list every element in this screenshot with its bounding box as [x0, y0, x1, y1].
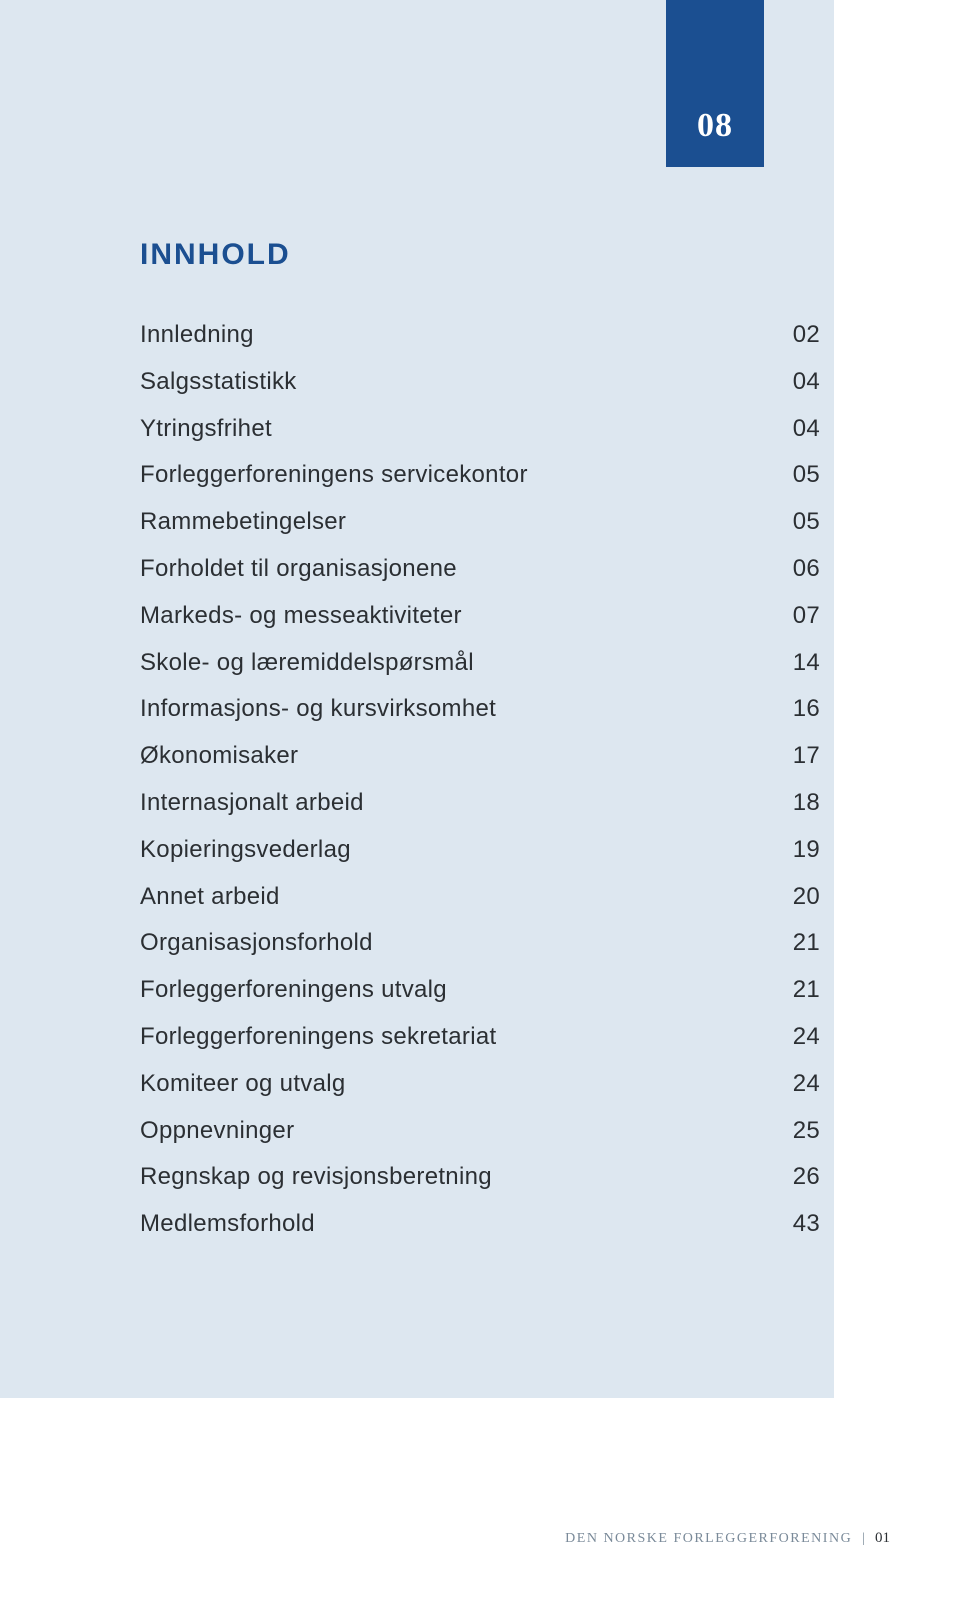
toc-entry-page: 07	[780, 593, 820, 640]
toc-entry-page: 24	[780, 1061, 820, 1108]
toc-row: Forleggerforeningens servicekontor 05	[140, 452, 820, 499]
toc-entry-page: 14	[780, 640, 820, 687]
toc-entry-page: 24	[780, 1014, 820, 1061]
toc-row: Annet arbeid 20	[140, 874, 820, 921]
toc-entry-page: 19	[780, 827, 820, 874]
toc-row: Innledning 02	[140, 312, 820, 359]
toc-entry-label: Informasjons- og kursvirksomhet	[140, 686, 496, 733]
toc-entry-label: Annet arbeid	[140, 874, 280, 921]
toc-entry-label: Salgsstatistikk	[140, 359, 297, 406]
toc-entry-page: 25	[780, 1108, 820, 1155]
toc-entry-page: 17	[780, 733, 820, 780]
toc-row: Skole- og læremiddelspørsmål 14	[140, 640, 820, 687]
toc-entry-label: Regnskap og revisjonsberetning	[140, 1154, 492, 1201]
toc-row: Rammebetingelser 05	[140, 499, 820, 546]
toc-row: Forleggerforeningens utvalg 21	[140, 967, 820, 1014]
toc-row: Forholdet til organisasjonene 06	[140, 546, 820, 593]
toc-row: Informasjons- og kursvirksomhet 16	[140, 686, 820, 733]
toc-entry-page: 05	[780, 452, 820, 499]
toc-entry-page: 02	[780, 312, 820, 359]
toc-row: Regnskap og revisjonsberetning 26	[140, 1154, 820, 1201]
tab-number: 08	[697, 107, 733, 145]
toc-entry-page: 43	[780, 1201, 820, 1248]
page-tab: 08	[666, 0, 764, 167]
footer-org-name: DEN NORSKE FORLEGGERFORENING	[565, 1531, 852, 1547]
toc-entry-page: 20	[780, 874, 820, 921]
toc-entry-label: Kopieringsvederlag	[140, 827, 351, 874]
toc-container: INNHOLD Innledning02Salgsstatistikk04Ytr…	[140, 238, 820, 1248]
toc-entry-page: 21	[780, 920, 820, 967]
toc-entry-label: Organisasjonsforhold	[140, 920, 373, 967]
toc-entry-label: Ytringsfrihet	[140, 406, 272, 453]
toc-entry-page: 21	[780, 967, 820, 1014]
page: 08 INNHOLD Innledning 02 Salgsstatistikk 04…	[0, 0, 960, 1609]
toc-entry-label: Forleggerforeningens utvalg	[140, 967, 447, 1014]
toc-row: Salgsstatistikk 04	[140, 359, 820, 406]
toc-row: Internasjonalt arbeid 18	[140, 780, 820, 827]
toc-row: Kopieringsvederlag 19	[140, 827, 820, 874]
toc-entry-page: 18	[780, 780, 820, 827]
toc-entry-label: Internasjonalt arbeid	[140, 780, 364, 827]
toc-entry-label: Medlemsforhold	[140, 1201, 315, 1248]
toc-row: Markeds- og messeaktiviteter 07	[140, 593, 820, 640]
toc-row: Forleggerforeningens sekretariat 24	[140, 1014, 820, 1061]
toc-row: Medlemsforhold 43	[140, 1201, 820, 1248]
toc-entry-label: Rammebetingelser	[140, 499, 346, 546]
toc-title: INNHOLD	[140, 238, 820, 272]
toc-entry-label: Innledning	[140, 312, 254, 359]
toc-list: Innledning02Salgsstatistikk04Ytringsfrih…	[140, 312, 820, 1248]
toc-entry-label: Komiteer og utvalg	[140, 1061, 346, 1108]
toc-entry-page: 05	[780, 499, 820, 546]
page-footer: DEN NORSKE FORLEGGERFORENING | 01	[565, 1530, 890, 1547]
toc-entry-label: Skole- og læremiddelspørsmål	[140, 640, 474, 687]
toc-row: Organisasjonsforhold 21	[140, 920, 820, 967]
footer-page-number: 01	[875, 1530, 890, 1547]
toc-row: Komiteer og utvalg 24	[140, 1061, 820, 1108]
footer-separator: |	[862, 1531, 865, 1547]
toc-entry-label: Markeds- og messeaktiviteter	[140, 593, 462, 640]
toc-entry-page: 16	[780, 686, 820, 733]
toc-entry-page: 04	[780, 406, 820, 453]
toc-entry-page: 04	[780, 359, 820, 406]
toc-entry-page: 26	[780, 1154, 820, 1201]
toc-entry-label: Økonomisaker	[140, 733, 298, 780]
toc-row: Ytringsfrihet 04	[140, 406, 820, 453]
toc-entry-label: Forleggerforeningens servicekontor	[140, 452, 528, 499]
toc-row: Oppnevninger 25	[140, 1108, 820, 1155]
toc-row: Økonomisaker 17	[140, 733, 820, 780]
toc-entry-label: Forholdet til organisasjonene	[140, 546, 457, 593]
toc-entry-label: Oppnevninger	[140, 1108, 294, 1155]
toc-entry-label: Forleggerforeningens sekretariat	[140, 1014, 496, 1061]
toc-entry-page: 06	[780, 546, 820, 593]
